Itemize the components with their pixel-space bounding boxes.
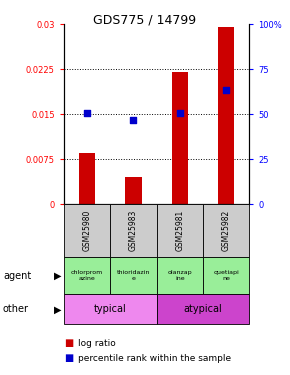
Point xyxy=(224,87,229,93)
Point xyxy=(131,117,136,123)
Bar xyxy=(157,294,249,324)
Bar xyxy=(110,257,157,294)
Text: thioridazin
e: thioridazin e xyxy=(117,270,150,281)
Text: GSM25983: GSM25983 xyxy=(129,210,138,251)
Bar xyxy=(203,204,249,257)
Text: quetiapi
ne: quetiapi ne xyxy=(213,270,239,281)
Text: ▶: ▶ xyxy=(54,271,62,280)
Bar xyxy=(172,72,188,204)
Text: atypical: atypical xyxy=(184,304,222,314)
Point xyxy=(85,111,89,117)
Text: olanzap
ine: olanzap ine xyxy=(168,270,192,281)
Bar xyxy=(203,257,249,294)
Text: agent: agent xyxy=(3,271,31,280)
Text: typical: typical xyxy=(94,304,126,314)
Bar xyxy=(218,27,234,204)
Bar xyxy=(64,257,110,294)
Text: other: other xyxy=(3,304,29,314)
Text: GSM25981: GSM25981 xyxy=(175,210,184,251)
Text: GDS775 / 14799: GDS775 / 14799 xyxy=(93,13,197,26)
Bar xyxy=(64,204,110,257)
Text: percentile rank within the sample: percentile rank within the sample xyxy=(78,354,231,363)
Bar xyxy=(157,204,203,257)
Bar xyxy=(157,257,203,294)
Bar xyxy=(125,177,142,204)
Text: ■: ■ xyxy=(64,338,73,348)
Bar xyxy=(64,294,157,324)
Bar xyxy=(79,153,95,204)
Text: chlorprom
azine: chlorprom azine xyxy=(71,270,103,281)
Point xyxy=(177,111,182,117)
Text: ▶: ▶ xyxy=(54,304,62,314)
Text: ■: ■ xyxy=(64,353,73,363)
Text: GSM25980: GSM25980 xyxy=(82,210,92,251)
Text: GSM25982: GSM25982 xyxy=(222,210,231,251)
Bar xyxy=(110,204,157,257)
Text: log ratio: log ratio xyxy=(78,339,116,348)
